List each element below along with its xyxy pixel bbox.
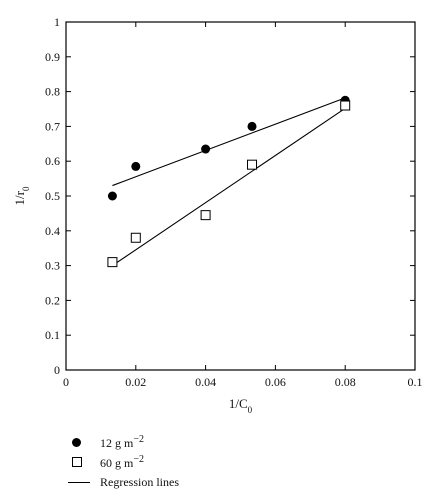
- legend-item-12gm2: 12 g m−2: [68, 432, 179, 452]
- legend: 12 g m−2 60 g m−2 Regression lines: [68, 432, 179, 492]
- x-tick-label: 0.06: [265, 375, 286, 389]
- legend-label: 60 g m−2: [100, 453, 144, 470]
- legend-item-60gm2: 60 g m−2: [68, 452, 179, 472]
- x-tick-label: 0.04: [195, 375, 216, 389]
- data-point-12gm2: [107, 191, 117, 201]
- y-tick-label: 0.7: [45, 119, 60, 133]
- regression-line: [112, 107, 346, 267]
- data-point-12gm2: [131, 161, 141, 171]
- legend-item-regression: Regression lines: [68, 472, 179, 492]
- y-tick-label: 0.3: [45, 259, 60, 273]
- y-axis-label: 1/r0: [12, 186, 31, 205]
- data-point-60gm2: [247, 159, 258, 170]
- y-tick-label: 0.9: [45, 50, 60, 64]
- x-tick-label: 0: [63, 375, 69, 389]
- data-point-12gm2: [247, 121, 257, 131]
- data-points: [107, 95, 351, 268]
- data-point-12gm2: [201, 144, 211, 154]
- y-tick-label: 1: [54, 15, 60, 29]
- y-tick-label: 0.1: [45, 328, 60, 342]
- line-icon: [68, 481, 96, 483]
- y-tick-label: 0.5: [45, 189, 60, 203]
- x-axis-label: 1/C0: [229, 396, 253, 415]
- x-tick-label: 0.1: [408, 375, 423, 389]
- legend-label: 12 g m−2: [100, 433, 144, 450]
- regression-line: [112, 97, 346, 187]
- axis-ticks: 0 0.02 0.04 0.06 0.08 0.1 0 0.1 0.2 0.3 0.4 0.5 0.6 0…: [45, 15, 423, 389]
- y-tick-label: 0.8: [45, 85, 60, 99]
- data-point-60gm2: [130, 232, 141, 243]
- x-tick-label: 0.02: [125, 375, 146, 389]
- filled-circle-icon: [68, 437, 96, 447]
- data-point-60gm2: [107, 257, 118, 268]
- x-tick-label: 0.08: [335, 375, 356, 389]
- y-tick-label: 0: [54, 363, 60, 377]
- scatter-chart: 0 0.02 0.04 0.06 0.08 0.1 0 0.1 0.2 0.3 0.4 0.5 0.6 0…: [12, 15, 423, 415]
- regression-lines: [112, 97, 346, 267]
- data-point-60gm2: [340, 100, 351, 111]
- y-tick-label: 0.6: [45, 154, 60, 168]
- open-square-icon: [68, 457, 96, 467]
- plot-frame: [65, 21, 416, 371]
- y-tick-label: 0.2: [45, 293, 60, 307]
- data-point-60gm2: [200, 210, 211, 221]
- legend-label: Regression lines: [100, 474, 179, 489]
- y-tick-label: 0.4: [45, 224, 60, 238]
